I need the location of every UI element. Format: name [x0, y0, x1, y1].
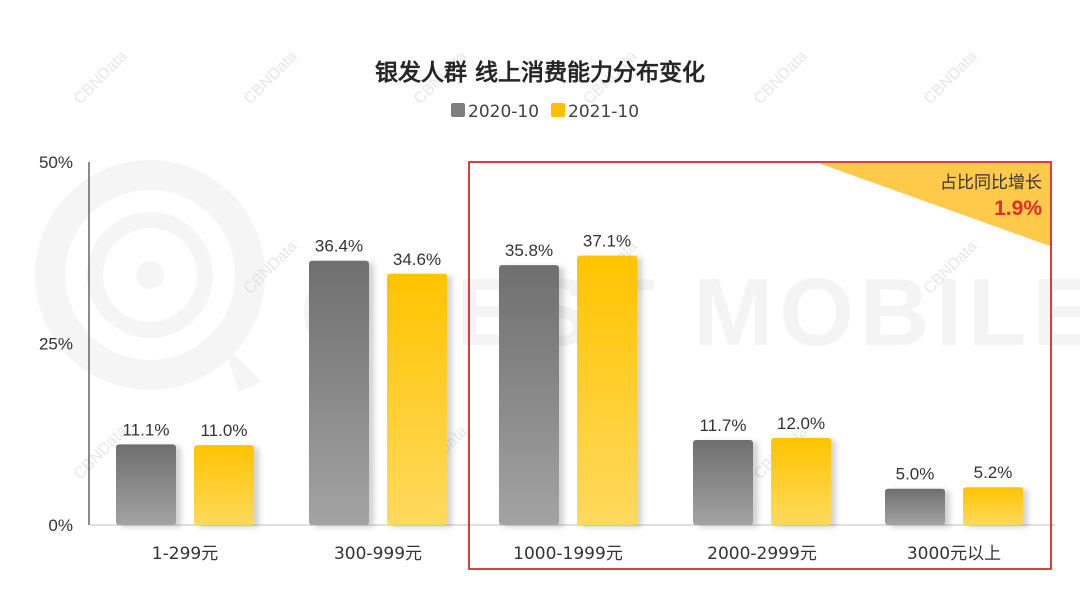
bar-2020-5: [885, 488, 945, 525]
legend-label-2021: 2021-10: [568, 102, 639, 122]
bar-2020-2: [309, 260, 369, 525]
category-label-4: 2000-2999元: [707, 544, 817, 564]
data-label-2021-5: 5.2%: [974, 463, 1013, 482]
annotation-triangle: [818, 163, 1050, 246]
data-label-2021-4: 12.0%: [777, 414, 825, 433]
bar-2021-5: [963, 487, 1023, 525]
bar-2021-4: [771, 437, 831, 525]
watermark-tag: CBNData: [751, 48, 811, 108]
chart-title: 银发人群 线上消费能力分布变化: [375, 59, 705, 86]
highlight-box: [468, 161, 1052, 570]
annotation-value: 1.9%: [994, 197, 1042, 220]
bar-2020-4: [693, 440, 753, 525]
y-tick-label: 0%: [48, 516, 73, 535]
annotation-label: 占比同比增长: [940, 173, 1042, 193]
watermark-tag: CBNData: [921, 48, 981, 108]
data-label-2020-3: 35.8%: [505, 241, 553, 260]
category-label-1: 1-299元: [152, 544, 218, 564]
bar-2021-3: [577, 255, 637, 526]
data-label-2020-1: 11.1%: [123, 420, 170, 439]
bars: [116, 255, 1023, 526]
legend-swatch-2020: [451, 103, 465, 117]
data-label-2020-4: 11.7%: [700, 416, 747, 435]
data-label-2021-2: 34.6%: [393, 250, 441, 269]
data-labels: 11.1% 36.4% 35.8% 11.7% 5.0% 11.0% 34.6% 37.1% 1…: [123, 232, 1013, 484]
bar-2021-1: [194, 445, 254, 525]
legend-swatch-2021: [551, 103, 565, 117]
watermark-tag: CBNData: [71, 48, 131, 108]
y-tick-label: 25%: [39, 335, 73, 354]
watermark-tag: CBNData: [241, 48, 301, 108]
data-label-2020-5: 5.0%: [896, 465, 935, 484]
watermark-logo-icon: [35, 160, 265, 392]
data-label-2021-3: 37.1%: [583, 232, 631, 251]
y-tick-label: 50%: [39, 153, 73, 172]
bar-2020-3: [499, 265, 559, 525]
category-label-5: 3000元以上: [907, 544, 1001, 564]
legend: 2020-10 2021-10: [451, 102, 639, 122]
data-label-2020-2: 36.4%: [315, 237, 363, 256]
bar-2020-1: [116, 444, 176, 525]
y-axis-ticks: 0% 25% 50%: [39, 153, 73, 535]
category-labels: 1-299元 300-999元 1000-1999元 2000-2999元 3000元以…: [152, 544, 1001, 564]
category-label-3: 1000-1999元: [513, 544, 623, 564]
data-label-2021-1: 11.0%: [201, 421, 248, 440]
category-label-2: 300-999元: [334, 544, 422, 564]
legend-label-2020: 2020-10: [468, 102, 539, 122]
bar-2021-2: [387, 273, 447, 525]
